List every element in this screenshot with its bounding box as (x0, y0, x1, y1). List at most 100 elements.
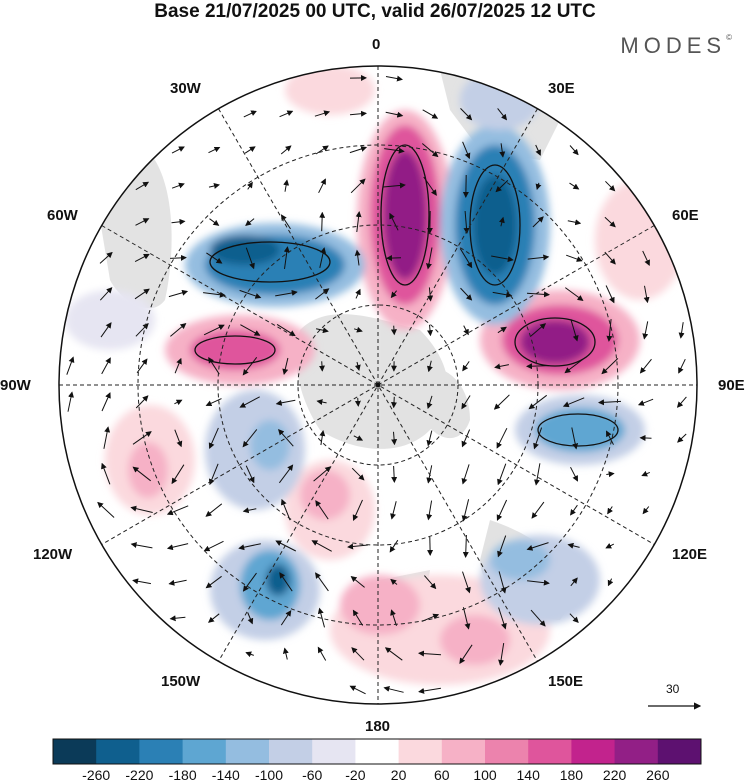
colorbar-tick-label: 60 (434, 767, 450, 783)
wind-vector (427, 360, 433, 373)
wind-vector (315, 327, 329, 334)
lon-label-60e: 60E (672, 207, 699, 224)
wind-vector (535, 182, 542, 191)
wind-vector (385, 111, 404, 118)
colorbar-tick-label: -260 (82, 767, 111, 783)
wind-vector (497, 326, 507, 334)
colorbar-tick-label: 100 (473, 767, 497, 783)
wind-vector (166, 543, 189, 551)
wind-vector (604, 251, 616, 265)
wind-vector (531, 501, 545, 519)
wind-vector (570, 504, 578, 516)
wind-vector (566, 254, 583, 262)
wind-vector (677, 433, 687, 443)
wind-vector (135, 181, 150, 191)
wind-vector (205, 575, 222, 589)
anomaly-blob (490, 540, 550, 580)
wind-vector (282, 357, 289, 375)
wind-vector (275, 399, 296, 406)
wind-vector (168, 289, 189, 298)
wind-vector (317, 607, 325, 628)
colorbar-tick-label: -100 (254, 767, 284, 783)
wind-vector (607, 578, 614, 587)
anomaly-blob (473, 175, 517, 275)
wind-vector (280, 498, 291, 521)
south-pole-marker (375, 382, 381, 388)
wind-vector (315, 288, 330, 300)
wind-vector (530, 323, 547, 337)
wind-vector (280, 610, 292, 626)
wind-vector (132, 466, 152, 482)
colorbar-frame (52, 738, 702, 765)
wind-vector (601, 358, 619, 375)
lon-label-30e: 30E (548, 80, 575, 97)
wind-vector (496, 499, 508, 521)
wind-vector (498, 571, 507, 594)
wind-vector (606, 319, 613, 342)
wind-vector (103, 426, 111, 449)
wind-vector (571, 427, 579, 450)
lon-label-0: 0 (372, 36, 381, 53)
wind-vector (351, 467, 365, 481)
colorbar-swatch (614, 739, 659, 764)
wind-vector (383, 182, 406, 189)
colorbar-swatch (528, 739, 572, 764)
wind-vector (605, 285, 615, 304)
wind-vector (567, 542, 580, 549)
wind-vector (315, 572, 329, 592)
anomaly-blob (460, 70, 540, 130)
wind-vector (354, 249, 361, 266)
wind-vector (245, 651, 254, 658)
wind-vector (279, 572, 293, 592)
wind-vector (283, 179, 290, 192)
colorbar-tick-label: -180 (168, 767, 197, 783)
wind-vector (462, 607, 471, 630)
wind-vector (132, 578, 151, 585)
wind-vector (493, 394, 510, 410)
wind-vector (239, 289, 262, 299)
wind-vector (494, 363, 509, 370)
wind-vector (313, 466, 332, 482)
wind-vector (460, 287, 473, 301)
wind-vector (135, 395, 149, 409)
wind-vector (208, 356, 220, 375)
lon-label-120e: 120E (672, 546, 708, 563)
wind-vector (349, 146, 368, 154)
wind-vector (461, 395, 471, 410)
colorbar-tick-label: 180 (559, 767, 584, 783)
wind-vector (498, 216, 505, 227)
wind-vector (463, 325, 469, 336)
wind-vector (498, 643, 505, 666)
colorbar-tick-label: 140 (516, 767, 540, 783)
wind-vector (564, 358, 584, 374)
wind-vector (533, 427, 543, 450)
wind-vector (203, 324, 225, 336)
colorbar-tick-label: 220 (602, 767, 627, 783)
wind-vector (526, 542, 549, 551)
wind-vector (170, 322, 187, 337)
wind-vector (205, 503, 223, 517)
wind-vector (570, 577, 578, 587)
lon-label-150w: 150W (161, 673, 201, 690)
wind-vector (355, 288, 361, 299)
wind-vector (383, 685, 404, 693)
wind-vector (242, 429, 258, 448)
wind-vector (174, 357, 182, 374)
wind-vector (282, 647, 289, 660)
wind-vectors (66, 74, 687, 695)
wind-vector (354, 398, 361, 407)
colorbar-swatch (312, 739, 356, 764)
wind-vector (461, 499, 470, 522)
wind-vector (174, 399, 183, 406)
wind-vector (170, 254, 187, 261)
wind-vector (426, 465, 433, 484)
wind-vector (130, 505, 153, 513)
wind-vector (278, 464, 294, 484)
wind-vector (352, 609, 364, 626)
wind-vector (205, 398, 222, 407)
wind-vector (676, 396, 687, 408)
colorbar-swatch (571, 739, 615, 764)
colorbar-tick-label: -20 (345, 767, 366, 783)
wind-vector (526, 291, 550, 298)
map-title: Base 21/07/2025 00 UTC, valid 26/07/2025… (154, 1, 596, 22)
